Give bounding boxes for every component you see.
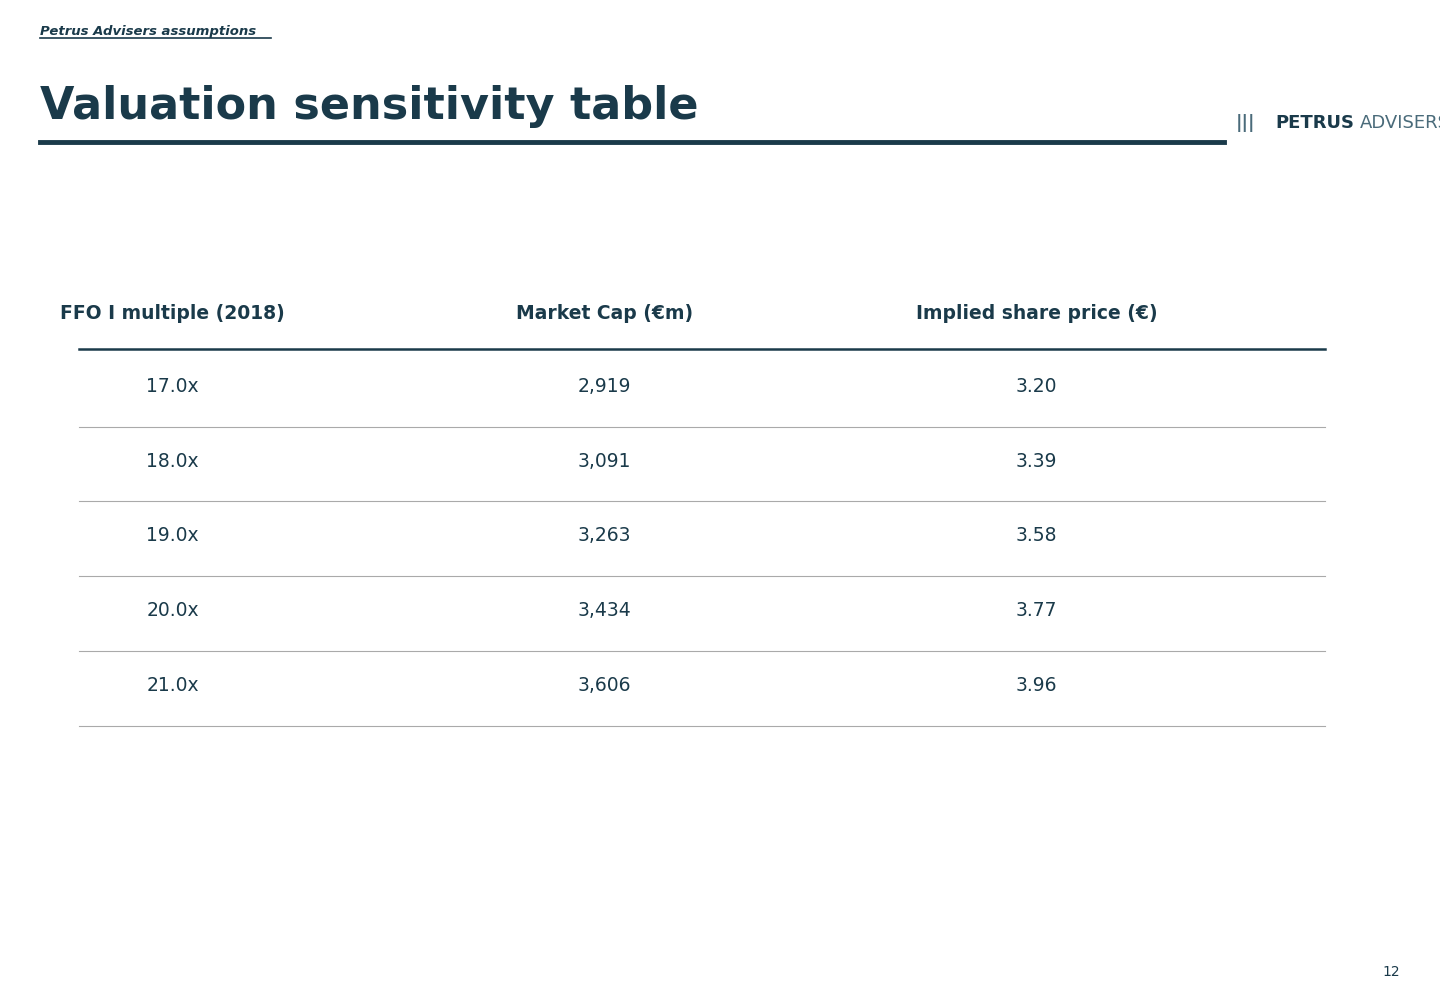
Text: 18.0x: 18.0x bbox=[147, 452, 199, 471]
Text: 17.0x: 17.0x bbox=[147, 377, 199, 396]
Text: 3.39: 3.39 bbox=[1017, 452, 1057, 471]
Text: Implied share price (€): Implied share price (€) bbox=[916, 304, 1158, 323]
Text: 3,434: 3,434 bbox=[577, 601, 632, 620]
Text: ADVISERS: ADVISERS bbox=[1359, 114, 1440, 132]
Text: 19.0x: 19.0x bbox=[147, 526, 199, 545]
Text: 3.77: 3.77 bbox=[1017, 601, 1057, 620]
Text: 3,263: 3,263 bbox=[577, 526, 632, 545]
Text: PETRUS: PETRUS bbox=[1276, 114, 1355, 132]
Text: 2,919: 2,919 bbox=[577, 377, 632, 396]
Text: Petrus Advisers assumptions: Petrus Advisers assumptions bbox=[40, 25, 256, 38]
Text: 3,091: 3,091 bbox=[577, 452, 632, 471]
Text: 3.20: 3.20 bbox=[1017, 377, 1057, 396]
Text: 3.96: 3.96 bbox=[1017, 676, 1057, 695]
Text: Valuation sensitivity table: Valuation sensitivity table bbox=[40, 85, 698, 128]
Text: Market Cap (€m): Market Cap (€m) bbox=[516, 304, 694, 323]
Text: 12: 12 bbox=[1382, 965, 1400, 979]
Text: 3.58: 3.58 bbox=[1017, 526, 1057, 545]
Text: 3,606: 3,606 bbox=[577, 676, 632, 695]
Text: 21.0x: 21.0x bbox=[147, 676, 199, 695]
Text: 20.0x: 20.0x bbox=[147, 601, 199, 620]
Text: |||: ||| bbox=[1236, 114, 1256, 132]
Text: FFO I multiple (2018): FFO I multiple (2018) bbox=[60, 304, 285, 323]
